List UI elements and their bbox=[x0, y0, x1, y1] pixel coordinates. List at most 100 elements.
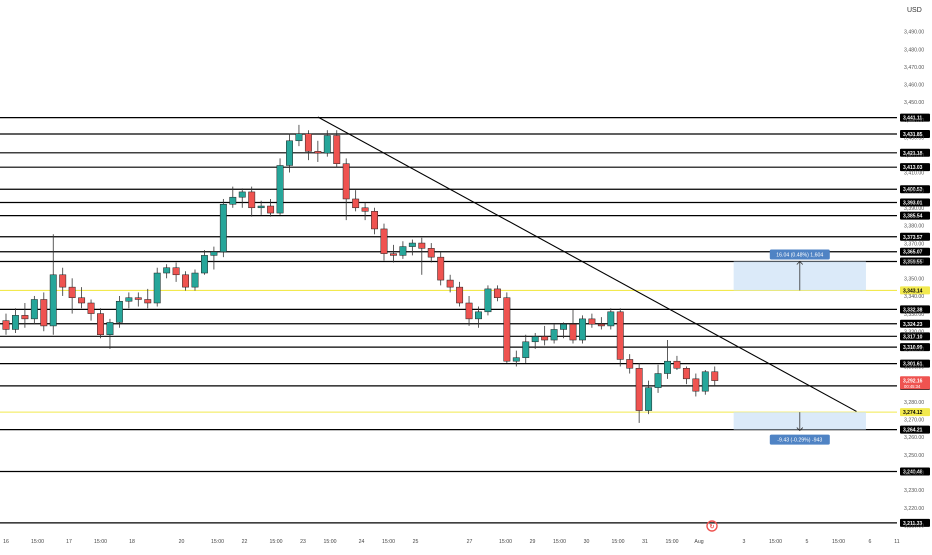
candle-down bbox=[390, 253, 397, 256]
level-price-label: 3,324.23 bbox=[903, 322, 923, 328]
level-price-label: 3,441.11 bbox=[903, 116, 922, 122]
level-price-label: 3,310.99 bbox=[903, 345, 923, 351]
tv-logo-icon[interactable]: ↻ bbox=[706, 520, 718, 532]
y-tick-label: 3,320.00 bbox=[904, 329, 924, 335]
candle-up bbox=[408, 242, 416, 247]
x-tick-label: 15:00 bbox=[270, 539, 283, 545]
y-tick-label: 3,310.00 bbox=[904, 347, 924, 353]
candle-up bbox=[49, 274, 57, 327]
candle-down bbox=[78, 297, 86, 304]
y-tick-label: 3,430.00 bbox=[904, 135, 924, 141]
candle-down bbox=[21, 315, 29, 320]
level-price-tag bbox=[900, 247, 930, 256]
candle-down bbox=[673, 360, 681, 369]
candle-down bbox=[87, 302, 95, 314]
candle-down bbox=[635, 367, 643, 411]
candle-up bbox=[701, 371, 709, 392]
level-price-label: 3,240.46 bbox=[903, 469, 923, 475]
candle-up bbox=[484, 288, 492, 313]
candle-up bbox=[654, 373, 662, 388]
svg-text:↻: ↻ bbox=[710, 524, 715, 531]
y-tick-label: 3,460.00 bbox=[904, 83, 924, 89]
x-tick-label: 24 bbox=[359, 539, 365, 545]
candle-up bbox=[201, 255, 208, 274]
candle-down bbox=[248, 191, 256, 209]
level-price-label: 3,413.03 bbox=[903, 165, 923, 171]
x-tick-label: 25 bbox=[413, 539, 419, 545]
target-label-bg bbox=[769, 434, 830, 445]
level-price-label: 3,343.14 bbox=[903, 288, 923, 294]
target-label-bg bbox=[769, 249, 830, 260]
x-tick-label: 30 bbox=[584, 539, 590, 545]
target-arrow-head bbox=[796, 260, 804, 265]
level-price-label: 3,431.85 bbox=[903, 132, 923, 138]
level-price-tag bbox=[900, 113, 930, 122]
level-price-label: 3,400.53 bbox=[903, 187, 923, 193]
candle-down bbox=[314, 151, 322, 154]
level-price-tag bbox=[900, 518, 930, 527]
level-price-label: 3,211.33 bbox=[903, 521, 922, 527]
x-tick-label: 15:00 bbox=[499, 539, 512, 545]
y-tick-label: 3,210.00 bbox=[904, 523, 924, 529]
candle-up bbox=[163, 267, 171, 274]
candle-down bbox=[437, 256, 445, 281]
level-price-label: 3,393.01 bbox=[903, 200, 923, 206]
candle-up bbox=[579, 318, 586, 341]
level-price-tag bbox=[900, 343, 930, 352]
y-tick-label: 3,390.00 bbox=[904, 206, 924, 212]
candle-down bbox=[692, 378, 700, 392]
candle-up bbox=[12, 315, 19, 330]
candle-up bbox=[323, 135, 331, 154]
level-price-tag bbox=[900, 305, 930, 314]
candle-down bbox=[597, 323, 605, 327]
current-price-tag bbox=[900, 376, 930, 390]
level-price-tag bbox=[900, 467, 930, 476]
level-price-tag bbox=[900, 185, 930, 194]
candle-down bbox=[371, 211, 379, 230]
candle-down bbox=[503, 297, 511, 362]
x-tick-label: 15:00 bbox=[769, 539, 782, 545]
candle-up bbox=[607, 311, 615, 327]
candle-down bbox=[342, 163, 350, 200]
candle-up bbox=[550, 329, 558, 341]
target-label: 16.04 (0.48%) 1,604 bbox=[776, 252, 823, 258]
candle-down bbox=[97, 313, 104, 335]
y-tick-label: 3,230.00 bbox=[904, 488, 924, 494]
x-tick-label: 27 bbox=[467, 539, 473, 545]
level-price-label: 3,421.18 bbox=[903, 151, 923, 157]
y-tick-label: 3,220.00 bbox=[904, 506, 924, 512]
candle-down bbox=[456, 286, 464, 304]
level-price-tag bbox=[900, 163, 930, 172]
target-arrow-head bbox=[796, 427, 804, 432]
candle-up bbox=[115, 300, 123, 323]
level-price-tag bbox=[900, 408, 930, 417]
x-tick-label: 15:00 bbox=[211, 539, 224, 545]
candle-up bbox=[30, 299, 38, 320]
x-tick-label: Aug bbox=[694, 539, 703, 545]
x-tick-label: 23 bbox=[300, 539, 306, 545]
candle-up bbox=[238, 191, 246, 198]
candle-down bbox=[626, 359, 634, 369]
candle-down bbox=[541, 336, 549, 341]
candle-down bbox=[493, 288, 501, 298]
candle-down bbox=[40, 299, 48, 327]
trendline bbox=[317, 116, 857, 412]
candle-up bbox=[512, 357, 520, 362]
y-tick-label: 3,490.00 bbox=[904, 30, 924, 36]
level-price-label: 3,274.12 bbox=[903, 410, 923, 416]
level-price-label: 3,317.10 bbox=[903, 334, 923, 340]
candle-up bbox=[295, 133, 303, 142]
candle-up bbox=[257, 205, 265, 209]
candle-up bbox=[210, 251, 218, 256]
target-label: -9.43 (-0.29%) -943 bbox=[777, 438, 822, 444]
y-tick-label: 3,280.00 bbox=[904, 400, 924, 406]
y-tick-label: 3,350.00 bbox=[904, 277, 924, 283]
x-tick-label: 6 bbox=[869, 539, 872, 545]
candle-down bbox=[588, 318, 596, 325]
y-tick-label: 3,300.00 bbox=[904, 365, 924, 371]
candle-down bbox=[682, 367, 690, 380]
level-price-label: 3,264.21 bbox=[903, 428, 923, 434]
candle-up bbox=[399, 246, 407, 256]
